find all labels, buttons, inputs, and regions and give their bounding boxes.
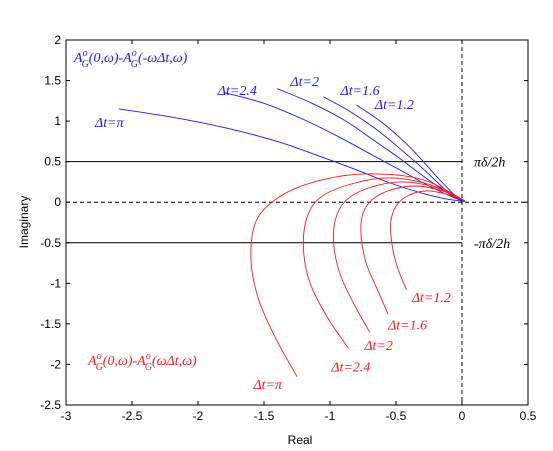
curve-label-red-5: Δt=1.2 (411, 291, 451, 306)
series-line-red-6 (302, 177, 465, 349)
series-line-blue-0 (118, 108, 465, 202)
y-tick-label: -2 (50, 357, 61, 371)
x-tick-label: -1.5 (254, 409, 275, 423)
series-line-blue-1 (224, 92, 465, 202)
curve-label-blue-3: Δt=1.6 (340, 84, 380, 99)
curve-annotations: πδ/2h-πδ/2hΔt=πΔt=2.4Δt=2Δt=1.6Δt=1.2Δt=… (73, 48, 510, 393)
x-tick-label: -2 (193, 409, 204, 423)
curve-label-red-6: Δt=1.6 (387, 319, 427, 334)
hline-label-0: πδ/2h (474, 156, 505, 171)
x-tick-label: 0 (459, 409, 466, 423)
y-tick-label: -1.5 (40, 317, 61, 331)
axis-ticks: -3 -2.5 -2 -1.5 -1 -0.5 0 0.5-2.5-2-1.5-1-0.500… (40, 33, 536, 423)
x-tick-label: -1 (325, 409, 336, 423)
series-line-red-5 (250, 173, 465, 377)
x-tick-label: -2.5 (122, 409, 143, 423)
red-curves-expression: Ao G(0,ω)-Ao G(ωΔt,ω) (87, 351, 197, 373)
curve-label-red-9: Δt=π (252, 378, 283, 393)
x-tick-label: 0.5 (520, 409, 537, 423)
y-tick-label: -1 (50, 276, 61, 290)
series-line-red-7 (333, 181, 465, 333)
y-tick-label: 2 (54, 33, 61, 47)
series-line-red-9 (390, 190, 465, 290)
y-tick-label: 0.5 (44, 155, 61, 169)
plot-area (65, 39, 529, 406)
y-axis-label: Imaginary (17, 196, 31, 249)
x-tick-label: -3 (61, 409, 72, 423)
y-tick-label: -0.5 (40, 236, 61, 250)
y-tick-label: 1 (54, 114, 61, 128)
x-tick-label: -0.5 (386, 409, 407, 423)
curve-label-blue-1: Δt=2.4 (217, 84, 257, 99)
curve-label-blue-4: Δt=1.2 (374, 98, 414, 113)
curve-label-red-7: Δt=2 (363, 339, 393, 354)
series-line-red-8 (360, 185, 465, 315)
x-axis-label: Real (288, 433, 313, 447)
curve-label-blue-2: Δt=2 (289, 75, 319, 90)
plot-frame (65, 39, 529, 406)
blue-curves-expression: Ao G(0,ω)-Ao G(-ωΔt,ω) (73, 48, 188, 70)
y-tick-label: -2.5 (40, 398, 61, 412)
hline-label-2: -πδ/2h (474, 237, 510, 252)
curve-label-blue-0: Δt=π (94, 116, 125, 131)
curve-label-red-8: Δt=2.4 (330, 361, 370, 376)
y-tick-label: 1.5 (44, 74, 61, 88)
y-tick-label: 0 (54, 195, 61, 209)
